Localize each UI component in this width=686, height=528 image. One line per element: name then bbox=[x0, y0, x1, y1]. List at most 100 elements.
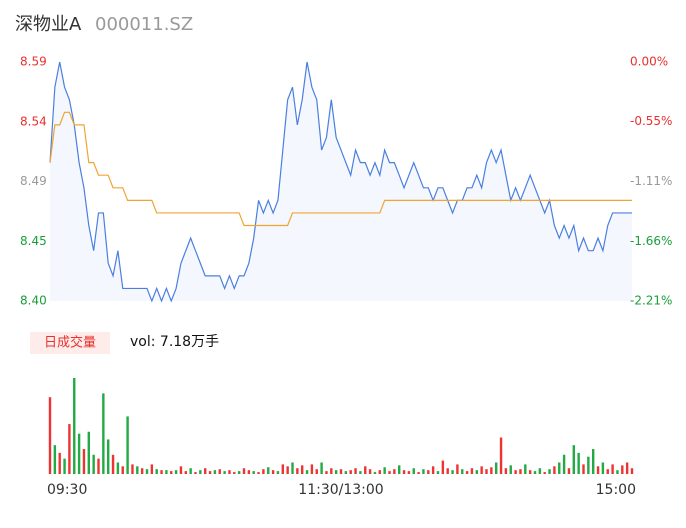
stock-name: 深物业A bbox=[15, 14, 82, 35]
volume-bar bbox=[77, 433, 81, 474]
volume-bar bbox=[485, 469, 488, 474]
volume-bar bbox=[305, 470, 309, 474]
volume-bar bbox=[383, 467, 386, 474]
volume-bar bbox=[553, 466, 556, 474]
volume-bar bbox=[150, 464, 154, 474]
volume-bar bbox=[252, 471, 255, 474]
volume-bar bbox=[524, 464, 527, 474]
y-tick-label: 8.40 bbox=[20, 294, 47, 308]
volume-bar bbox=[461, 469, 464, 474]
volume-bar bbox=[621, 465, 624, 474]
volume-bar bbox=[330, 468, 333, 474]
volume-bar bbox=[68, 424, 71, 474]
volume-summary: vol: 7.18万手 bbox=[130, 334, 219, 350]
volume-bar bbox=[296, 468, 299, 474]
volume-bar bbox=[286, 466, 289, 474]
volume-bar bbox=[417, 472, 420, 474]
volume-bar bbox=[179, 466, 183, 474]
volume-bar bbox=[499, 437, 503, 474]
volume-bar bbox=[145, 469, 149, 474]
volume-bar bbox=[407, 471, 411, 474]
y2-tick-label: 0.00% bbox=[630, 55, 668, 69]
volume-bar bbox=[402, 470, 406, 474]
volume-bar bbox=[339, 469, 343, 474]
volume-bar bbox=[131, 464, 134, 474]
volume-bar bbox=[73, 378, 76, 474]
volume-bar bbox=[630, 468, 634, 474]
volume-bar bbox=[126, 416, 129, 474]
volume-bar bbox=[107, 439, 110, 474]
volume-bar bbox=[233, 472, 236, 474]
y-tick-label: 8.59 bbox=[20, 55, 47, 69]
volume-bar bbox=[53, 445, 57, 474]
volume-bar bbox=[475, 470, 478, 474]
volume-bar bbox=[354, 468, 357, 474]
y2-tick-label: -2.21% bbox=[630, 294, 672, 308]
volume-bar bbox=[388, 471, 391, 474]
volume-bar bbox=[359, 471, 362, 474]
x-tick-label: 09:30 bbox=[47, 482, 87, 498]
volume-bar bbox=[267, 467, 270, 474]
volume-bar bbox=[204, 468, 207, 474]
volume-bar bbox=[611, 464, 614, 474]
volume-bar bbox=[271, 470, 275, 474]
volume-bar bbox=[140, 468, 144, 474]
volume-bar bbox=[543, 472, 546, 474]
volume-bar bbox=[228, 470, 231, 474]
volume-bar bbox=[625, 462, 629, 474]
volume-bar bbox=[393, 469, 396, 474]
volume-bar bbox=[446, 468, 449, 474]
volume-bar bbox=[155, 469, 158, 474]
volume-bar bbox=[582, 464, 585, 474]
volume-bar bbox=[373, 472, 377, 474]
y2-tick-label: -1.66% bbox=[630, 234, 672, 248]
volume-bar bbox=[199, 470, 202, 474]
volume-bar bbox=[136, 466, 139, 474]
volume-bar bbox=[577, 452, 580, 474]
volume-bar bbox=[548, 469, 551, 474]
volume-bar bbox=[213, 470, 217, 474]
volume-bar bbox=[451, 470, 454, 474]
volume-bar bbox=[48, 397, 52, 474]
volume-bar bbox=[495, 462, 498, 474]
volume-bar bbox=[291, 462, 294, 474]
volume-label: 日成交量 bbox=[44, 335, 96, 351]
x-tick-label: 11:30/13:00 bbox=[298, 482, 383, 498]
volume-bar bbox=[257, 472, 260, 474]
price-area bbox=[50, 62, 632, 301]
volume-bar bbox=[592, 449, 595, 474]
volume-bar bbox=[572, 445, 575, 474]
volume-bar bbox=[320, 462, 323, 474]
y-tick-label: 8.45 bbox=[20, 234, 47, 248]
volume-bar bbox=[431, 466, 435, 474]
volume-bar bbox=[170, 471, 173, 474]
volume-bar bbox=[97, 458, 100, 474]
y-tick-label: 8.54 bbox=[20, 114, 47, 128]
volume-bar bbox=[116, 462, 120, 474]
volume-bar bbox=[237, 471, 241, 474]
volume-bar bbox=[121, 466, 124, 474]
volume-bar bbox=[422, 469, 425, 474]
volume-bar bbox=[567, 468, 571, 474]
volume-bar bbox=[562, 454, 566, 474]
volume-bar bbox=[465, 471, 469, 474]
volume-bar bbox=[596, 466, 600, 474]
volume-bar bbox=[533, 471, 537, 474]
volume-bar bbox=[310, 464, 314, 474]
average-line bbox=[49, 111, 632, 227]
volume-bar bbox=[82, 449, 86, 474]
volume-bar bbox=[398, 465, 401, 474]
volume-bar bbox=[208, 471, 212, 474]
volume-bar bbox=[344, 471, 348, 474]
volume-bar bbox=[504, 468, 508, 474]
volume-bar bbox=[480, 466, 483, 474]
volume-bar bbox=[281, 464, 284, 474]
volume-bar bbox=[427, 470, 430, 474]
volume-bar bbox=[436, 471, 440, 474]
volume-bar bbox=[616, 470, 619, 474]
volume-bar bbox=[242, 468, 246, 474]
volume-bar bbox=[218, 469, 221, 474]
volume-bar bbox=[441, 460, 445, 474]
